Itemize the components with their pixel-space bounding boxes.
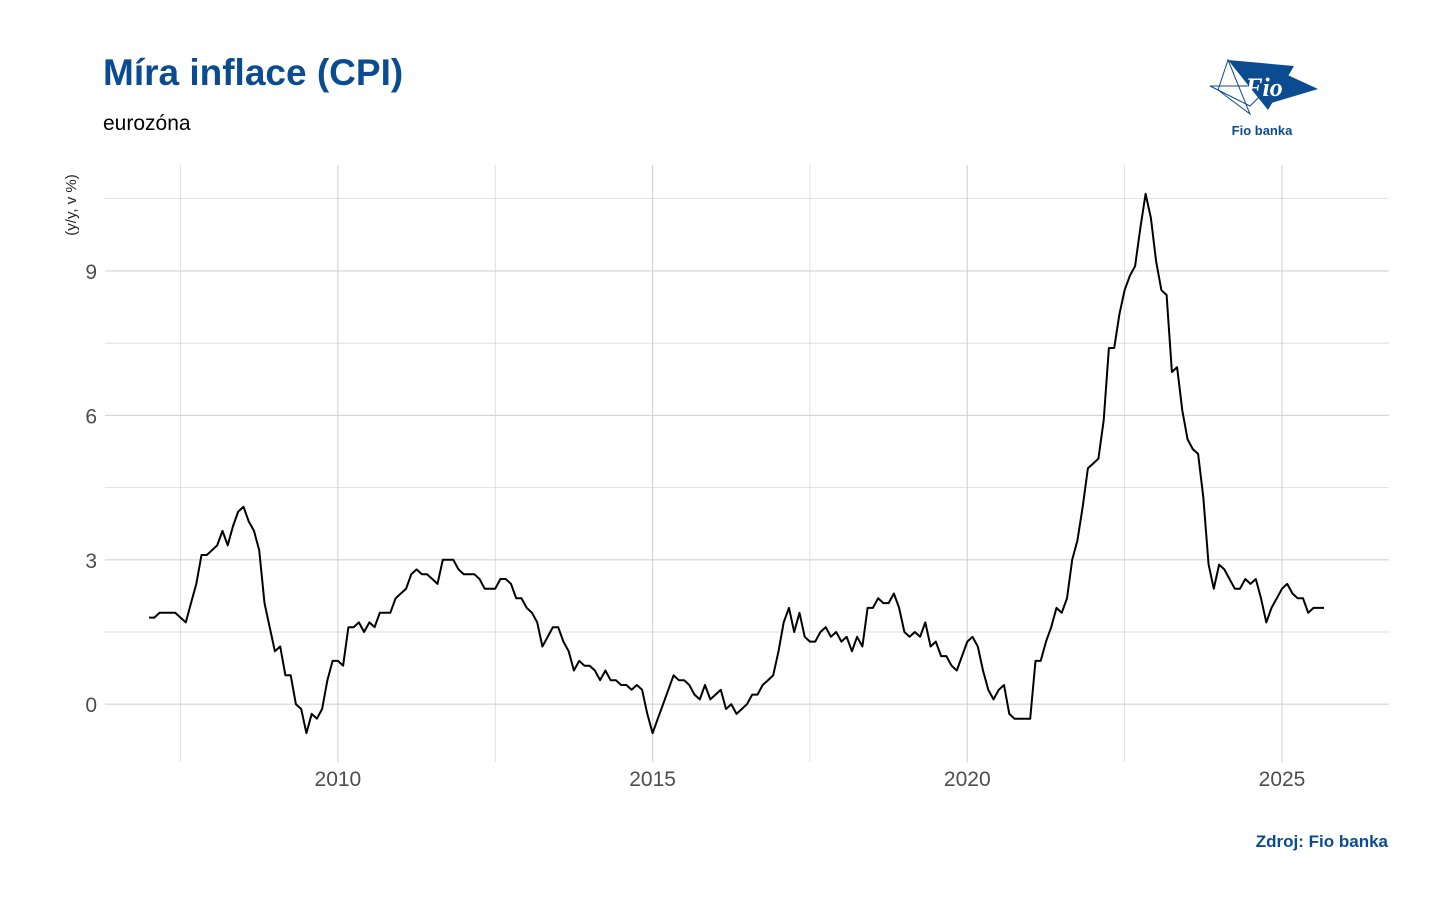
y-tick-label: 6 — [85, 405, 97, 428]
source-note: Zdroj: Fio banka — [1255, 832, 1388, 851]
y-axis-label: (y/y, v %) — [63, 174, 80, 235]
logo-mark: Fio — [1244, 73, 1283, 102]
y-tick-label: 3 — [85, 550, 97, 573]
chart-grid — [105, 165, 1389, 762]
chart-title: Míra inflace (CPI) — [103, 52, 404, 93]
series-line — [149, 192, 1324, 735]
x-tick-label: 2020 — [944, 768, 991, 791]
x-tick-label: 2010 — [315, 768, 362, 791]
x-tick-label: 2025 — [1259, 768, 1306, 791]
logo-text: Fio banka — [1232, 123, 1293, 138]
y-tick-label: 9 — [85, 261, 97, 284]
fio-logo-icon: Fio Fio banka — [1208, 56, 1320, 142]
y-tick-label: 0 — [85, 694, 97, 717]
x-axis-ticks: 2010 2015 2020 2025 — [315, 768, 1306, 791]
chart-subtitle: eurozóna — [103, 112, 191, 135]
y-axis-ticks: 0 3 6 9 — [85, 261, 97, 717]
x-tick-label: 2015 — [629, 768, 676, 791]
